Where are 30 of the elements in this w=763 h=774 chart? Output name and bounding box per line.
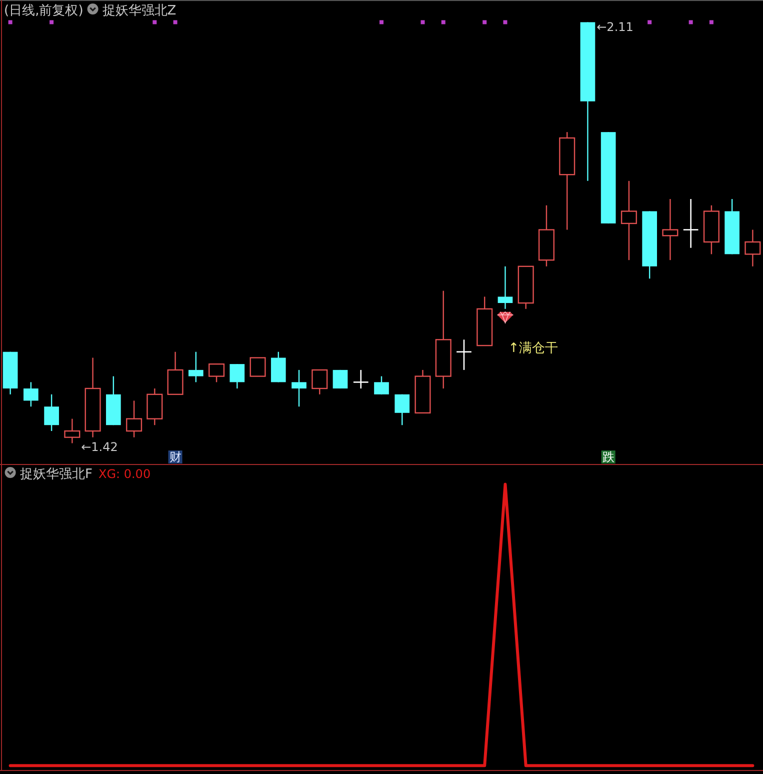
annotation: ↑满仓干	[508, 340, 558, 356]
candlestick	[498, 266, 513, 310]
candlestick	[414, 369, 431, 414]
candlestick	[292, 369, 306, 408]
candlestick	[620, 180, 637, 261]
candlestick	[188, 351, 204, 383]
candlestick	[374, 376, 389, 395]
candlestick	[662, 198, 678, 261]
candlestick	[250, 357, 266, 377]
candlestick	[352, 369, 369, 390]
candlestick	[230, 363, 245, 390]
candlestick	[435, 290, 452, 390]
chart-subtitle: 捉妖华强北Z	[102, 4, 176, 18]
annotation: ←1.42	[81, 440, 118, 454]
annotation: ←2.11	[596, 20, 634, 34]
candlestick	[64, 418, 80, 444]
chart-subtitle: XG: 0.00	[98, 467, 151, 481]
candlestick	[84, 357, 101, 438]
chart-title: 捉妖华强北F	[20, 467, 92, 482]
candlestick	[394, 394, 410, 426]
candlestick	[456, 338, 472, 371]
candlestick	[332, 369, 348, 390]
candlestick	[146, 388, 163, 426]
candlestick	[44, 394, 59, 432]
candlestick	[476, 296, 493, 346]
candlestick	[24, 382, 38, 408]
chart-title: (日线,前复权)	[4, 4, 84, 18]
candlestick	[744, 229, 761, 267]
candlestick	[167, 351, 184, 395]
candlestick	[682, 198, 699, 249]
